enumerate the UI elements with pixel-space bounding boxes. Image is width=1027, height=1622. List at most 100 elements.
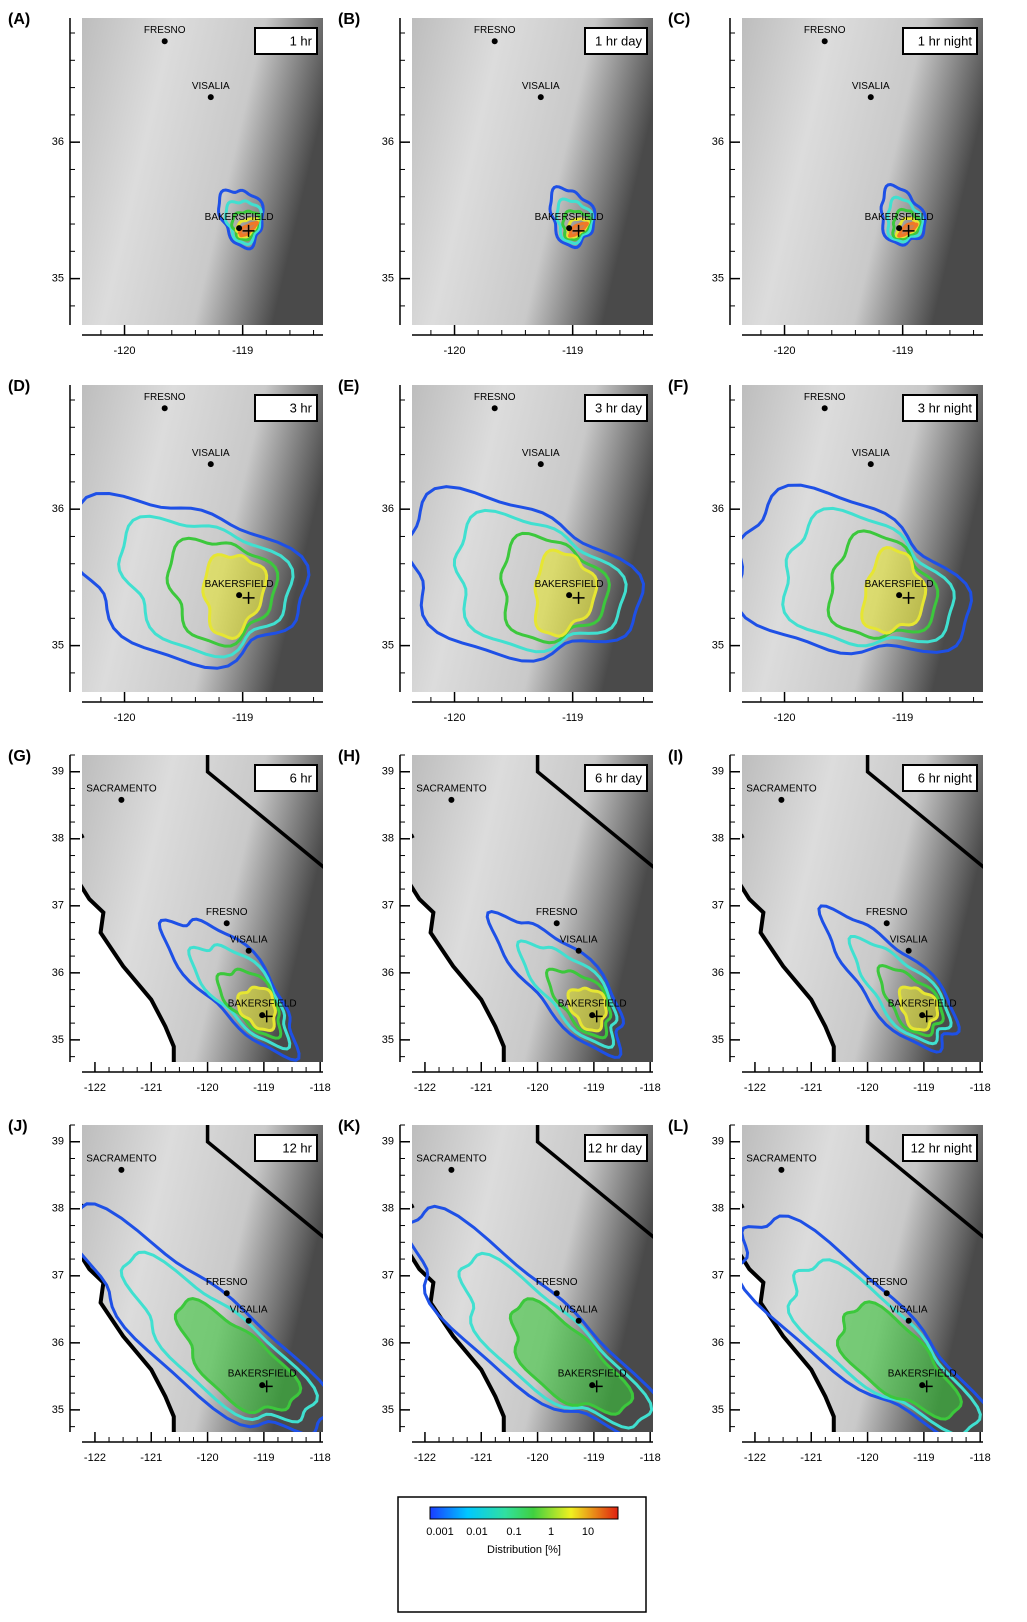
contour [82, 1202, 323, 1432]
city-label: VISALIA [852, 81, 890, 92]
city-label: VISALIA [522, 448, 560, 459]
y-tick-label: 36 [52, 1337, 64, 1349]
city-dot [207, 94, 214, 101]
x-tick-label: -122 [744, 1452, 766, 1464]
y-tick-label: 38 [712, 833, 724, 845]
city-label: FRESNO [536, 907, 578, 918]
state-border [535, 1125, 653, 1239]
city-label: SACRAMENTO [86, 784, 157, 795]
map: FRESNO VISALIA BAKERSFIELD [412, 385, 653, 692]
city-label: VISALIA [230, 1304, 268, 1315]
city-dot [245, 1317, 252, 1324]
city-label: BAKERSFIELD [205, 212, 274, 223]
panel-title: 3 hr [290, 400, 313, 415]
contour [847, 934, 953, 1046]
source-marker [242, 224, 255, 237]
title-box [902, 1134, 978, 1162]
terrain [412, 385, 653, 692]
x-tick-label: -118 [310, 1082, 331, 1094]
y-tick-label: 37 [52, 1270, 64, 1282]
panel-title: 1 hr day [595, 33, 642, 48]
city-dot [589, 1012, 596, 1019]
x-tick-label: -118 [640, 1452, 661, 1464]
panel-letter: (H) [338, 748, 360, 765]
city-label: VISALIA [192, 448, 230, 459]
x-tick-label: -122 [84, 1452, 106, 1464]
coastline [412, 1203, 506, 1432]
contour [836, 1300, 963, 1421]
x-tick-label: -119 [892, 345, 913, 357]
ocean [742, 835, 834, 1062]
city-dot [259, 1012, 266, 1019]
contour [826, 529, 940, 640]
city-label: VISALIA [852, 448, 890, 459]
contour [533, 548, 599, 638]
x-tick-label: -120 [857, 1452, 879, 1464]
city-label: FRESNO [536, 1277, 578, 1288]
x-tick-label: -120 [197, 1082, 219, 1094]
x-tick-label: -121 [800, 1082, 822, 1094]
city-label: SACRAMENTO [416, 784, 487, 795]
panel-title: 12 hr night [911, 1140, 973, 1155]
city-dot [223, 1290, 230, 1297]
city-label: FRESNO [474, 392, 516, 403]
terrain [82, 385, 323, 692]
contour [234, 217, 260, 239]
city-label: VISALIA [890, 934, 928, 945]
city-dot [207, 461, 214, 468]
panel-letter: (G) [8, 748, 31, 765]
title-box [254, 27, 318, 55]
contour [786, 1258, 982, 1432]
y-tick-label: 35 [712, 273, 724, 285]
city-dot [821, 38, 828, 45]
contour [485, 909, 625, 1059]
contour [412, 485, 646, 663]
panel-title: 12 hr day [588, 1140, 643, 1155]
ocean [412, 1205, 504, 1432]
x-tick-label: -120 [197, 1452, 219, 1464]
map: FRESNO VISALIA BAKERSFIELD SACRAMENTO [412, 755, 653, 1062]
colorbar-tick-label: 0.01 [466, 1526, 487, 1538]
coastline [412, 833, 506, 1062]
city-label: BAKERSFIELD [558, 1369, 627, 1380]
city-dot [223, 920, 230, 927]
panel-letter: (D) [8, 378, 30, 395]
city-dot [566, 592, 573, 599]
city-dot [905, 1317, 912, 1324]
city-dot [236, 225, 243, 232]
terrain [742, 385, 983, 692]
city-label: BAKERSFIELD [228, 1369, 297, 1380]
y-tick-label: 35 [382, 273, 394, 285]
contour [508, 1297, 635, 1416]
y-tick-label: 38 [52, 833, 64, 845]
x-tick-label: -119 [232, 345, 253, 357]
source-marker [260, 1010, 273, 1023]
title-box [902, 394, 978, 422]
y-tick-label: 36 [52, 136, 64, 148]
map-panel: FRESNO VISALIA BAKERSFIELD 3 hr day (E) 36 35 -… [338, 378, 653, 724]
city-label: FRESNO [804, 392, 846, 403]
city-dot [553, 1290, 560, 1297]
y-tick-label: 36 [712, 503, 724, 515]
city-dot [896, 592, 903, 599]
contour [554, 197, 594, 246]
source-marker [902, 224, 915, 237]
contour [891, 207, 922, 241]
map-panel: FRESNO VISALIA BAKERSFIELD 3 hr (D) 36 35 -120 -… [8, 378, 323, 724]
y-tick-label: 36 [382, 1337, 394, 1349]
y-tick-label: 35 [712, 640, 724, 652]
city-dot [883, 920, 890, 927]
city-label: BAKERSFIELD [535, 579, 604, 590]
city-label: FRESNO [206, 907, 248, 918]
contour [885, 195, 925, 244]
source-marker [902, 591, 915, 604]
city-dot [118, 796, 125, 803]
city-label: BAKERSFIELD [865, 212, 934, 223]
city-label: FRESNO [144, 392, 186, 403]
y-tick-label: 39 [712, 1136, 724, 1148]
map-panel: FRESNO VISALIA BAKERSFIELD SACRAMENTO 12 hr (… [8, 1118, 331, 1464]
map: FRESNO VISALIA BAKERSFIELD SACRAMENTO [82, 1125, 323, 1432]
city-dot [448, 796, 455, 803]
x-tick-label: -119 [892, 712, 913, 724]
